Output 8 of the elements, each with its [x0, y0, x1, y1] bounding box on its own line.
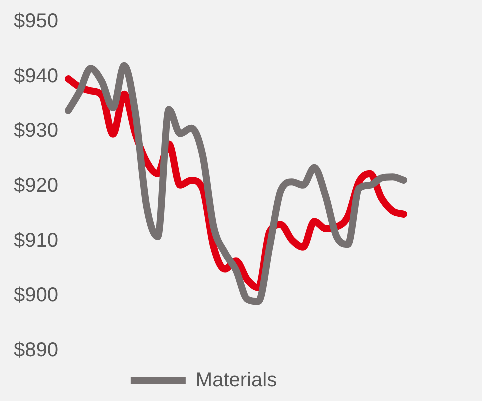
y-tick-label: $950 [14, 10, 58, 33]
y-tick-label: $930 [14, 120, 58, 142]
legend-label: Materials [196, 370, 278, 392]
y-tick-label: $900 [14, 284, 58, 307]
y-tick-label: $940 [14, 65, 58, 88]
y-tick-label: $890 [14, 340, 58, 362]
y-tick-label: $920 [14, 175, 58, 198]
y-tick-label: $910 [14, 230, 58, 252]
